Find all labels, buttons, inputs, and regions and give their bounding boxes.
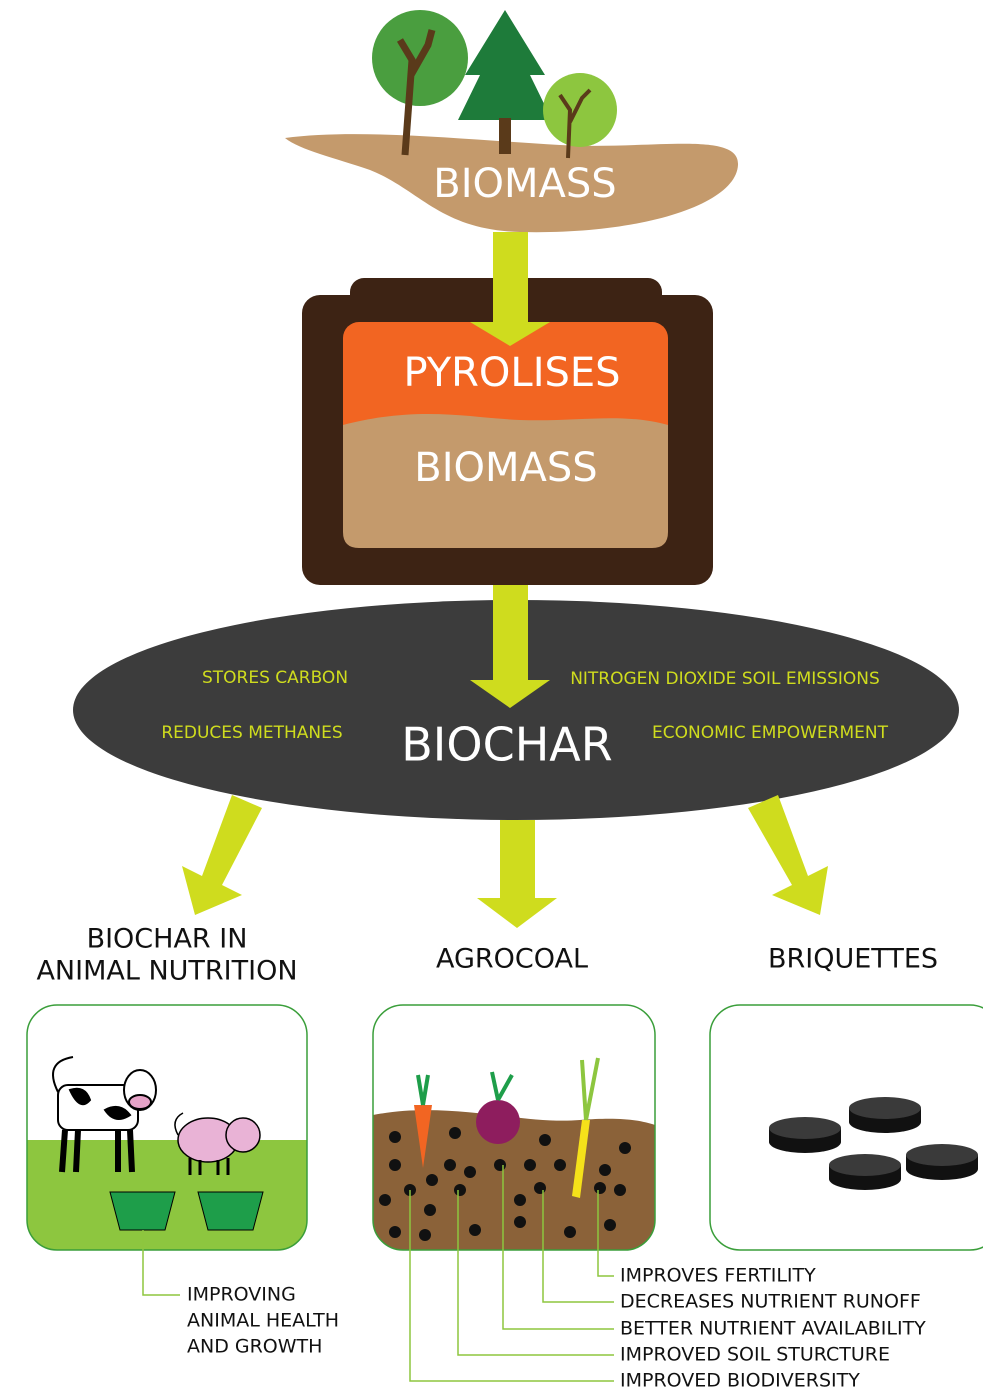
briquette-top [829, 1154, 901, 1176]
kiln-bottom-label: BIOMASS [414, 445, 597, 491]
particle [464, 1166, 476, 1178]
particle [379, 1194, 391, 1206]
particle [514, 1216, 526, 1228]
briquette-top [769, 1117, 841, 1139]
note: IMPROVING [187, 1284, 296, 1306]
particle [419, 1229, 431, 1241]
use-title: AGROCOAL [436, 944, 588, 975]
arrow [477, 820, 557, 928]
particle [389, 1131, 401, 1143]
use-title: ANIMAL NUTRITION [36, 956, 297, 987]
biochar-label: BIOCHAR [401, 718, 612, 772]
particle [594, 1182, 606, 1194]
particle [619, 1142, 631, 1154]
arrow [748, 795, 828, 915]
particle [444, 1159, 456, 1171]
particle [449, 1127, 461, 1139]
kiln-top-label: PYROLISES [403, 350, 620, 396]
particle [539, 1134, 551, 1146]
note: BETTER NUTRIENT AVAILABILITY [620, 1318, 926, 1340]
particle [469, 1224, 481, 1236]
particle [604, 1219, 616, 1231]
benefit: STORES CARBON [202, 668, 348, 688]
particle [614, 1184, 626, 1196]
use-title: BRIQUETTES [768, 944, 938, 975]
particle [389, 1226, 401, 1238]
cow-nose [129, 1095, 151, 1109]
particle [554, 1159, 566, 1171]
source-label: BIOMASS [433, 161, 616, 207]
box-border [710, 1005, 983, 1250]
use-title: BIOCHAR IN [87, 924, 248, 955]
particle [524, 1159, 536, 1171]
note: IMPROVED BIODIVERSITY [620, 1370, 860, 1392]
benefit: ECONOMIC EMPOWERMENT [652, 723, 889, 743]
benefit: NITROGEN DIOXIDE SOIL EMISSIONS [570, 669, 880, 689]
arrow [182, 795, 262, 915]
particle [389, 1159, 401, 1171]
particle [514, 1194, 526, 1206]
note: IMPROVES FERTILITY [620, 1265, 816, 1287]
note: AND GROWTH [187, 1336, 322, 1358]
diagram: BIOMASS PYROLISES BIOMASS STORES CARBON … [0, 0, 983, 1393]
beet [476, 1100, 520, 1144]
particle [424, 1204, 436, 1216]
particle [426, 1174, 438, 1186]
pine-tree [458, 10, 552, 120]
pig-head [226, 1118, 260, 1152]
particle [599, 1164, 611, 1176]
particle [494, 1159, 506, 1171]
feeder [110, 1192, 175, 1230]
tree-crown [543, 73, 617, 147]
particle [564, 1226, 576, 1238]
note: IMPROVED SOIL STURCTURE [620, 1344, 890, 1366]
particle [534, 1182, 546, 1194]
pine-trunk [499, 118, 511, 154]
body: BIOMASS PYROLISES BIOMASS STORES CARBON … [0, 0, 983, 1393]
feeder [198, 1192, 263, 1230]
briquette-top [906, 1144, 978, 1166]
briquette-top [849, 1097, 921, 1119]
note: DECREASES NUTRIENT RUNOFF [620, 1291, 921, 1313]
particle [454, 1184, 466, 1196]
benefit: REDUCES METHANES [161, 723, 342, 743]
page: Biochar {"source": {"label": "BIOMASS"},… [0, 0, 983, 1393]
note: ANIMAL HEALTH [187, 1310, 339, 1332]
